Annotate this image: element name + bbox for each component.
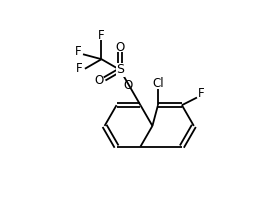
Text: O: O — [115, 41, 125, 54]
Text: S: S — [116, 64, 124, 76]
Text: O: O — [94, 74, 104, 88]
Text: F: F — [76, 62, 83, 75]
Text: F: F — [75, 45, 81, 58]
Text: F: F — [98, 29, 105, 42]
Text: F: F — [198, 87, 205, 100]
Text: O: O — [124, 79, 133, 92]
Text: Cl: Cl — [152, 77, 164, 90]
